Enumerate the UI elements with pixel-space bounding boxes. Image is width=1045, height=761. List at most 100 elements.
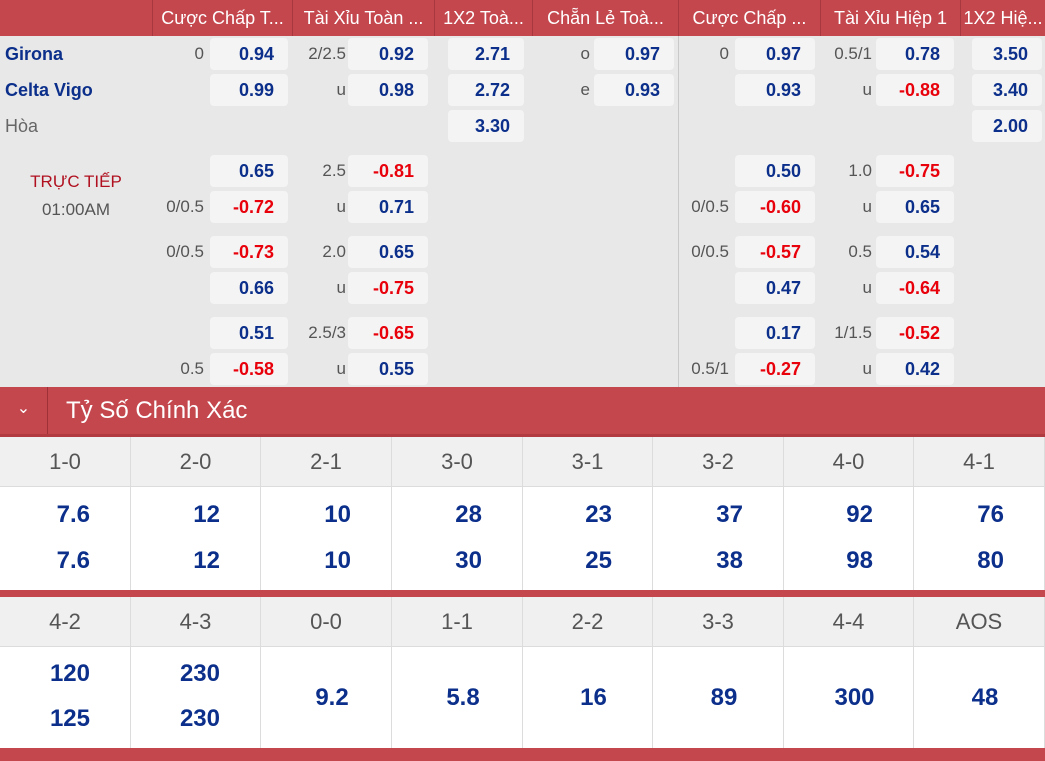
correct-score-section-header[interactable]: ⌄ Tỷ Số Chính Xác <box>0 387 1045 437</box>
odds-button[interactable]: -0.75 <box>876 155 954 187</box>
odds-button[interactable]: 0.17 <box>735 317 815 349</box>
home-team-name: Girona <box>5 44 64 64</box>
match-time: 01:00AM <box>41 200 111 219</box>
score-label: 3-2 <box>653 437 784 487</box>
odds-line: 0/0.5 <box>691 242 729 261</box>
score-odds[interactable]: 89 <box>653 647 784 748</box>
score-odds-away[interactable]: 12 <box>131 538 261 590</box>
odds-button[interactable]: 0.93 <box>594 74 674 106</box>
score-odds-away[interactable]: 7.6 <box>0 538 131 590</box>
odds-button[interactable]: 0.65 <box>348 236 428 268</box>
odds-button[interactable]: 0.55 <box>348 353 428 385</box>
score-odds-home[interactable]: 23 <box>523 487 653 539</box>
odds-button[interactable]: 0.50 <box>735 155 815 187</box>
odds-button[interactable]: 0.94 <box>210 38 288 70</box>
odds-button[interactable]: -0.72 <box>210 191 288 223</box>
odds-button[interactable]: 0.93 <box>735 74 815 106</box>
odds-button[interactable]: -0.27 <box>735 353 815 385</box>
odds-button[interactable]: 0.51 <box>210 317 288 349</box>
score-odds-away[interactable]: 10 <box>261 538 392 590</box>
score-odds-home[interactable]: 10 <box>261 487 392 539</box>
odds-button[interactable]: -0.60 <box>735 191 815 223</box>
correct-score-grid-1: 1-0 7.6 7.6 2-0 12 12 2-1 10 10 3-0 28 30 3-1 23 25 3-2… <box>0 437 1045 590</box>
column-header[interactable]: 1X2 Toà... <box>434 0 532 36</box>
odds-button[interactable]: 2.71 <box>448 38 524 70</box>
score-odds[interactable]: 48 <box>914 647 1045 748</box>
column-header[interactable]: Tài Xỉu Hiệp 1 <box>820 0 960 36</box>
odds-line: u <box>862 197 872 216</box>
score-label: 4-3 <box>131 597 261 647</box>
odds-line: u <box>336 359 346 378</box>
odds-line: u <box>862 359 872 378</box>
score-odds[interactable]: 9.2 <box>261 647 392 748</box>
score-odds-away[interactable]: 125 <box>0 697 131 748</box>
score-label: 4-4 <box>784 597 914 647</box>
score-odds-home[interactable]: 28 <box>392 487 523 539</box>
odds-button[interactable]: 0.54 <box>876 236 954 268</box>
divider <box>0 748 1045 761</box>
chevron-down-icon[interactable]: ⌄ <box>0 387 48 434</box>
column-header[interactable]: Chẵn Lẻ Toà... <box>532 0 678 36</box>
odds-button[interactable]: -0.57 <box>735 236 815 268</box>
score-label: 2-0 <box>131 437 261 487</box>
odds-button[interactable]: 3.50 <box>972 38 1042 70</box>
odds-button[interactable]: -0.52 <box>876 317 954 349</box>
odds-line: e <box>580 80 590 99</box>
odds-line: 0 <box>194 44 204 63</box>
odds-button[interactable]: 3.40 <box>972 74 1042 106</box>
column-header[interactable]: Cược Chấp ... <box>678 0 820 36</box>
odds-button[interactable]: -0.58 <box>210 353 288 385</box>
odds-button[interactable]: -0.81 <box>348 155 428 187</box>
score-odds[interactable]: 16 <box>523 647 653 748</box>
odds-button[interactable]: 0.99 <box>210 74 288 106</box>
score-label: 0-0 <box>261 597 392 647</box>
odds-button[interactable]: 0.71 <box>348 191 428 223</box>
odds-button[interactable]: -0.75 <box>348 272 428 304</box>
odds-button[interactable]: 0.66 <box>210 272 288 304</box>
odds-line: 1/1.5 <box>834 323 872 342</box>
score-odds-home[interactable]: 37 <box>653 487 784 539</box>
score-odds-away[interactable]: 30 <box>392 538 523 590</box>
score-odds-home[interactable]: 230 <box>131 647 261 698</box>
odds-button[interactable]: 0.47 <box>735 272 815 304</box>
odds-line: u <box>862 278 872 297</box>
odds-button[interactable]: 0.65 <box>210 155 288 187</box>
odds-button[interactable]: -0.65 <box>348 317 428 349</box>
odds-button[interactable]: 2.72 <box>448 74 524 106</box>
odds-button[interactable]: 0.78 <box>876 38 954 70</box>
odds-button[interactable]: 3.30 <box>448 110 524 142</box>
column-header[interactable]: Cược Chấp T... <box>152 0 292 36</box>
score-odds-away[interactable]: 38 <box>653 538 784 590</box>
odds-button[interactable]: 2.00 <box>972 110 1042 142</box>
odds-button[interactable]: -0.88 <box>876 74 954 106</box>
column-header[interactable]: 1X2 Hiệ... <box>960 0 1045 36</box>
odds-button[interactable]: -0.73 <box>210 236 288 268</box>
score-odds[interactable]: 5.8 <box>392 647 523 748</box>
odds-button[interactable]: 0.97 <box>594 38 674 70</box>
away-team-name: Celta Vigo <box>5 80 93 100</box>
odds-button[interactable]: 0.98 <box>348 74 428 106</box>
score-odds-away[interactable]: 98 <box>784 538 914 590</box>
score-odds[interactable]: 300 <box>784 647 914 748</box>
score-odds-home[interactable]: 12 <box>131 487 261 539</box>
score-label: 4-0 <box>784 437 914 487</box>
odds-button[interactable]: 0.65 <box>876 191 954 223</box>
odds-button[interactable]: -0.64 <box>876 272 954 304</box>
odds-line: 1.0 <box>848 161 872 180</box>
odds-button[interactable]: 0.92 <box>348 38 428 70</box>
score-odds-away[interactable]: 230 <box>131 697 261 748</box>
score-label: 1-0 <box>0 437 131 487</box>
odds-line: 0/0.5 <box>166 197 204 216</box>
score-odds-home[interactable]: 92 <box>784 487 914 539</box>
column-header[interactable]: Tài Xỉu Toàn ... <box>292 0 434 36</box>
score-odds-home[interactable]: 7.6 <box>0 487 131 539</box>
odds-button[interactable]: 0.42 <box>876 353 954 385</box>
score-label: 2-2 <box>523 597 653 647</box>
score-odds-home[interactable]: 76 <box>914 487 1045 539</box>
score-odds-home[interactable]: 120 <box>0 647 131 698</box>
odds-line: 0/0.5 <box>166 242 204 261</box>
score-label: AOS <box>914 597 1045 647</box>
score-odds-away[interactable]: 25 <box>523 538 653 590</box>
score-odds-away[interactable]: 80 <box>914 538 1045 590</box>
odds-button[interactable]: 0.97 <box>735 38 815 70</box>
